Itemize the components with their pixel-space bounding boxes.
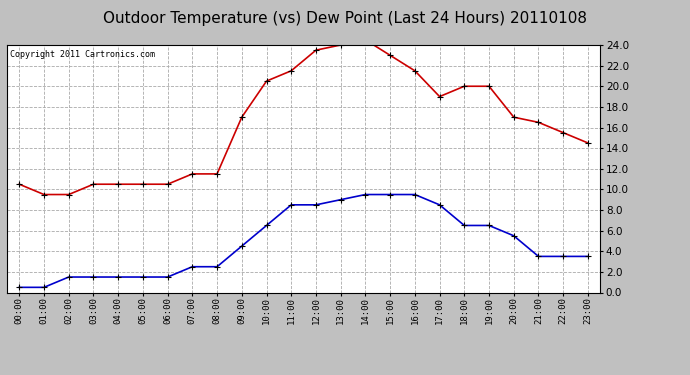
Text: Outdoor Temperature (vs) Dew Point (Last 24 Hours) 20110108: Outdoor Temperature (vs) Dew Point (Last… bbox=[103, 11, 587, 26]
Text: Copyright 2011 Cartronics.com: Copyright 2011 Cartronics.com bbox=[10, 50, 155, 59]
